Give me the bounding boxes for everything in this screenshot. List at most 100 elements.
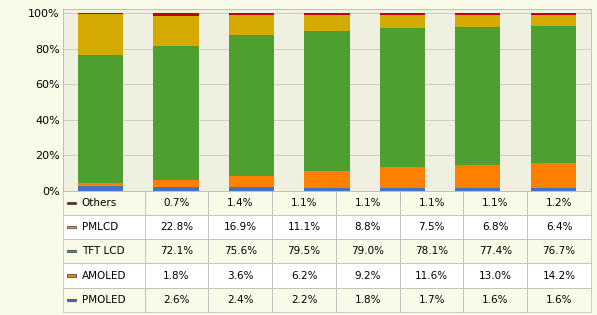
Bar: [336, 288, 400, 312]
Bar: [463, 288, 527, 312]
Text: PMOLED: PMOLED: [82, 295, 125, 305]
Text: 2.4%: 2.4%: [227, 295, 254, 305]
Bar: [400, 239, 463, 263]
Text: 78.1%: 78.1%: [415, 246, 448, 256]
Bar: [527, 191, 591, 215]
Text: 6.2%: 6.2%: [291, 271, 317, 281]
Text: 1.7%: 1.7%: [418, 295, 445, 305]
Text: 11.6%: 11.6%: [415, 271, 448, 281]
Bar: [229, 13, 274, 15]
Text: 0.7%: 0.7%: [164, 198, 190, 208]
Text: AMOLED: AMOLED: [82, 271, 126, 281]
Text: 1.8%: 1.8%: [163, 271, 190, 281]
Bar: [527, 239, 591, 263]
Text: Others: Others: [82, 198, 117, 208]
Bar: [531, 188, 576, 191]
Text: 1.1%: 1.1%: [291, 198, 317, 208]
Bar: [527, 215, 591, 239]
Bar: [229, 35, 274, 176]
Text: 79.0%: 79.0%: [351, 246, 384, 256]
Bar: [531, 15, 576, 26]
Text: 1.1%: 1.1%: [482, 198, 509, 208]
Bar: [63, 215, 144, 239]
Text: 13.0%: 13.0%: [479, 271, 512, 281]
Text: 76.7%: 76.7%: [543, 246, 576, 256]
Bar: [78, 186, 123, 191]
Text: 9.2%: 9.2%: [355, 271, 381, 281]
Bar: [63, 191, 144, 215]
Bar: [78, 13, 123, 14]
Bar: [400, 215, 463, 239]
Text: 1.8%: 1.8%: [355, 295, 381, 305]
Bar: [208, 239, 272, 263]
Text: 14.2%: 14.2%: [543, 271, 576, 281]
Bar: [153, 13, 199, 16]
Bar: [144, 239, 208, 263]
Text: 1.1%: 1.1%: [418, 198, 445, 208]
Bar: [527, 263, 591, 288]
Bar: [63, 288, 144, 312]
Bar: [67, 299, 76, 301]
Bar: [380, 188, 425, 191]
Bar: [380, 13, 425, 15]
Bar: [153, 16, 199, 46]
Bar: [208, 288, 272, 312]
Bar: [208, 263, 272, 288]
Text: 22.8%: 22.8%: [160, 222, 193, 232]
Text: 6.8%: 6.8%: [482, 222, 509, 232]
Text: 1.6%: 1.6%: [546, 295, 573, 305]
Bar: [531, 163, 576, 188]
Bar: [67, 250, 76, 252]
Bar: [455, 27, 500, 165]
Bar: [272, 263, 336, 288]
Bar: [400, 288, 463, 312]
Bar: [400, 191, 463, 215]
Bar: [153, 46, 199, 180]
Bar: [455, 165, 500, 188]
Text: 79.5%: 79.5%: [288, 246, 321, 256]
Bar: [272, 191, 336, 215]
Bar: [336, 239, 400, 263]
Bar: [208, 215, 272, 239]
Bar: [78, 14, 123, 55]
Bar: [455, 188, 500, 191]
Bar: [229, 187, 274, 191]
Text: 1.6%: 1.6%: [482, 295, 509, 305]
Text: 7.5%: 7.5%: [418, 222, 445, 232]
Bar: [144, 288, 208, 312]
Bar: [336, 191, 400, 215]
Bar: [531, 13, 576, 15]
Bar: [67, 226, 76, 228]
Bar: [144, 263, 208, 288]
Bar: [304, 188, 349, 191]
Bar: [463, 263, 527, 288]
Bar: [63, 263, 144, 288]
Text: 75.6%: 75.6%: [224, 246, 257, 256]
Text: 6.4%: 6.4%: [546, 222, 573, 232]
Bar: [229, 15, 274, 35]
Bar: [208, 191, 272, 215]
Bar: [380, 28, 425, 167]
Bar: [400, 263, 463, 288]
Text: 1.2%: 1.2%: [546, 198, 573, 208]
Bar: [531, 26, 576, 163]
Bar: [463, 239, 527, 263]
Text: 1.4%: 1.4%: [227, 198, 254, 208]
Bar: [455, 13, 500, 15]
Bar: [229, 176, 274, 187]
Bar: [380, 167, 425, 188]
Bar: [272, 288, 336, 312]
Bar: [67, 202, 76, 204]
Bar: [78, 55, 123, 183]
Bar: [455, 15, 500, 27]
Text: 11.1%: 11.1%: [288, 222, 321, 232]
Bar: [304, 13, 349, 15]
Text: PMLCD: PMLCD: [82, 222, 118, 232]
Bar: [144, 215, 208, 239]
Bar: [380, 15, 425, 28]
Bar: [272, 239, 336, 263]
Bar: [304, 31, 349, 171]
Bar: [78, 183, 123, 186]
Bar: [463, 215, 527, 239]
Text: 2.2%: 2.2%: [291, 295, 317, 305]
